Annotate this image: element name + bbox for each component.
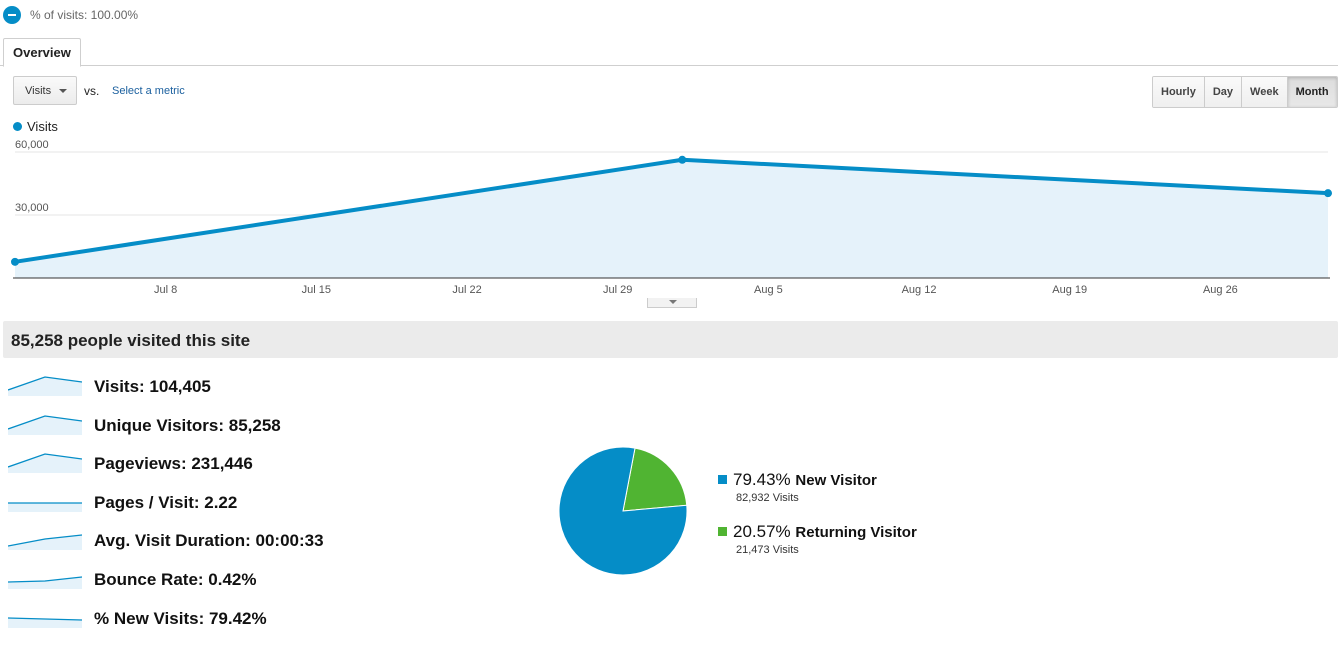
x-tick-label: Jul 29 xyxy=(603,284,632,296)
metric-select-value: Visits xyxy=(25,85,52,97)
metric-row-new-visits: % New Visits: 79.42% xyxy=(8,606,408,636)
metric-label: Pageviews: 231,446 xyxy=(94,454,253,473)
summary-title: 85,258 people visited this site xyxy=(11,331,251,350)
month-button[interactable]: Month xyxy=(1287,77,1337,107)
sparkline[interactable] xyxy=(8,451,82,475)
sparkline-line xyxy=(8,453,82,468)
returning-visitor-visits: 21,473 Visits xyxy=(736,544,799,556)
pie-slice-new-visitor xyxy=(558,446,688,576)
sparkline-line xyxy=(8,617,82,621)
sparkline[interactable] xyxy=(8,490,82,514)
sparkline[interactable] xyxy=(8,413,82,437)
visitor-type-pie xyxy=(558,446,688,576)
x-tick-label: Aug 12 xyxy=(902,284,937,296)
day-button[interactable]: Day xyxy=(1204,77,1243,107)
sparkline-area xyxy=(8,416,82,435)
metric-label: Avg. Visit Duration: 00:00:33 xyxy=(94,531,324,550)
metric-row-avg-visit-duration: Avg. Visit Duration: 00:00:33 xyxy=(8,528,408,558)
sparkline-area xyxy=(8,454,82,473)
x-tick-label: Jul 22 xyxy=(452,284,481,296)
new-visitor-visits: 82,932 Visits xyxy=(736,492,799,504)
sparkline[interactable] xyxy=(8,567,82,591)
summary-header: 85,258 people visited this site xyxy=(3,321,1338,358)
metric-label: % New Visits: 79.42% xyxy=(94,609,267,628)
data-point xyxy=(678,155,687,164)
sparkline-area xyxy=(8,618,82,628)
metric-label: Bounce Rate: 0.42% xyxy=(94,570,257,589)
new-visitor-pct: 79.43% xyxy=(733,470,791,489)
sparkline-area xyxy=(8,377,82,396)
hourly-button[interactable]: Hourly xyxy=(1153,77,1205,107)
sparkline-line xyxy=(8,534,82,547)
segment-label: % of visits: 100.00% xyxy=(30,8,139,22)
metric-row-pages-per-visit: Pages / Visit: 2.22 xyxy=(8,490,408,520)
time-granularity-group: Hourly Day Week Month xyxy=(1152,76,1338,108)
metric-row-bounce-rate: Bounce Rate: 0.42% xyxy=(8,567,408,597)
visits-chart: 60,000 30,000 Jul 8 Jul 15 Jul 22 Jul 29 Aug 5… xyxy=(11,139,1332,296)
data-point xyxy=(1324,189,1332,198)
vs-label: vs. xyxy=(84,84,100,98)
metric-row-unique-visitors: Unique Visitors: 85,258 xyxy=(8,413,408,443)
metric-label: Pages / Visit: 2.22 xyxy=(94,493,238,512)
sparkline[interactable] xyxy=(8,528,82,552)
legend-label: Visits xyxy=(27,119,58,134)
tab-divider xyxy=(0,65,1338,66)
sparkline-area xyxy=(8,503,82,512)
y-tick-label: 30,000 xyxy=(15,202,49,214)
sparkline[interactable] xyxy=(8,374,82,398)
metric-label: Unique Visitors: 85,258 xyxy=(94,416,281,435)
x-tick-label: Aug 5 xyxy=(754,284,783,296)
visits-area xyxy=(15,159,1328,278)
legend-swatch xyxy=(13,122,22,131)
x-tick-label: Aug 26 xyxy=(1203,284,1238,296)
metric-select[interactable]: Visits xyxy=(13,76,77,105)
sparkline-area xyxy=(8,535,82,550)
new-visitor-swatch xyxy=(718,475,727,484)
metric-row-visits: Visits: 104,405 xyxy=(8,374,408,404)
pie-legend-text: 20.57% Returning Visitor xyxy=(733,522,917,542)
y-tick-label: 60,000 xyxy=(15,139,49,151)
metric-label: Visits: 104,405 xyxy=(94,377,211,396)
sparkline-line xyxy=(8,415,82,430)
chart-collapse-handle[interactable] xyxy=(647,298,697,308)
tab-overview[interactable]: Overview xyxy=(3,38,81,67)
week-button[interactable]: Week xyxy=(1242,77,1288,107)
returning-visitor-name: Returning Visitor xyxy=(795,524,917,541)
sparkline-line xyxy=(8,376,82,391)
sparkline-line xyxy=(8,576,82,583)
metric-row-pageviews: Pageviews: 231,446 xyxy=(8,451,408,481)
data-point xyxy=(11,257,19,266)
returning-visitor-pct: 20.57% xyxy=(733,522,791,541)
chevron-down-icon xyxy=(59,89,67,93)
sparkline-area xyxy=(8,577,82,589)
x-tick-label: Aug 19 xyxy=(1052,284,1087,296)
pie-legend-text: 79.43% New Visitor xyxy=(733,470,877,490)
segment-pie-icon[interactable] xyxy=(3,6,21,24)
pie-slice-returning-visitor xyxy=(622,447,688,512)
select-metric-link[interactable]: Select a metric xyxy=(112,85,185,97)
new-visitor-name: New Visitor xyxy=(795,472,877,489)
returning-visitor-swatch xyxy=(718,527,727,536)
sparkline[interactable] xyxy=(8,606,82,630)
x-tick-label: Jul 15 xyxy=(302,284,331,296)
x-tick-label: Jul 8 xyxy=(154,284,177,296)
